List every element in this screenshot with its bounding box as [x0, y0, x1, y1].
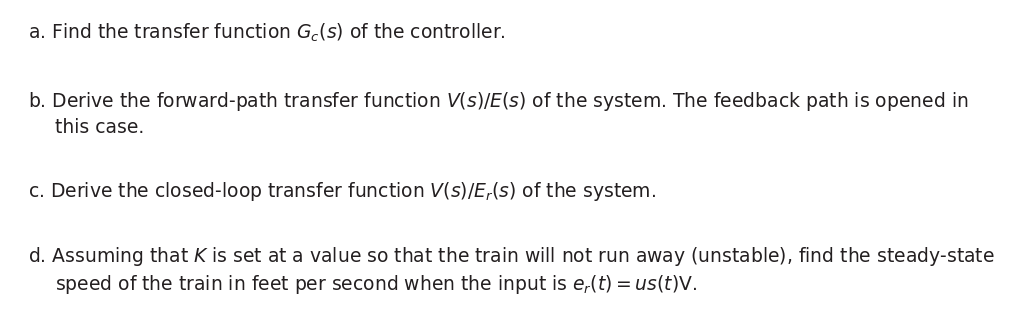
Text: speed of the train in feet per second when the input is $e_r(t) = us(t)\mathrm{V: speed of the train in feet per second wh…: [55, 273, 697, 296]
Text: this case.: this case.: [55, 118, 144, 137]
Text: b. Derive the forward-path transfer function $V(s)/E(s)$ of the system. The feed: b. Derive the forward-path transfer func…: [28, 90, 969, 113]
Text: a. Find the transfer function $G_c(s)$ of the controller.: a. Find the transfer function $G_c(s)$ o…: [28, 22, 506, 44]
Text: c. Derive the closed-loop transfer function $V(s)/E_r(s)$ of the system.: c. Derive the closed-loop transfer funct…: [28, 180, 656, 203]
Text: d. Assuming that $K$ is set at a value so that the train will not run away (unst: d. Assuming that $K$ is set at a value s…: [28, 245, 994, 268]
